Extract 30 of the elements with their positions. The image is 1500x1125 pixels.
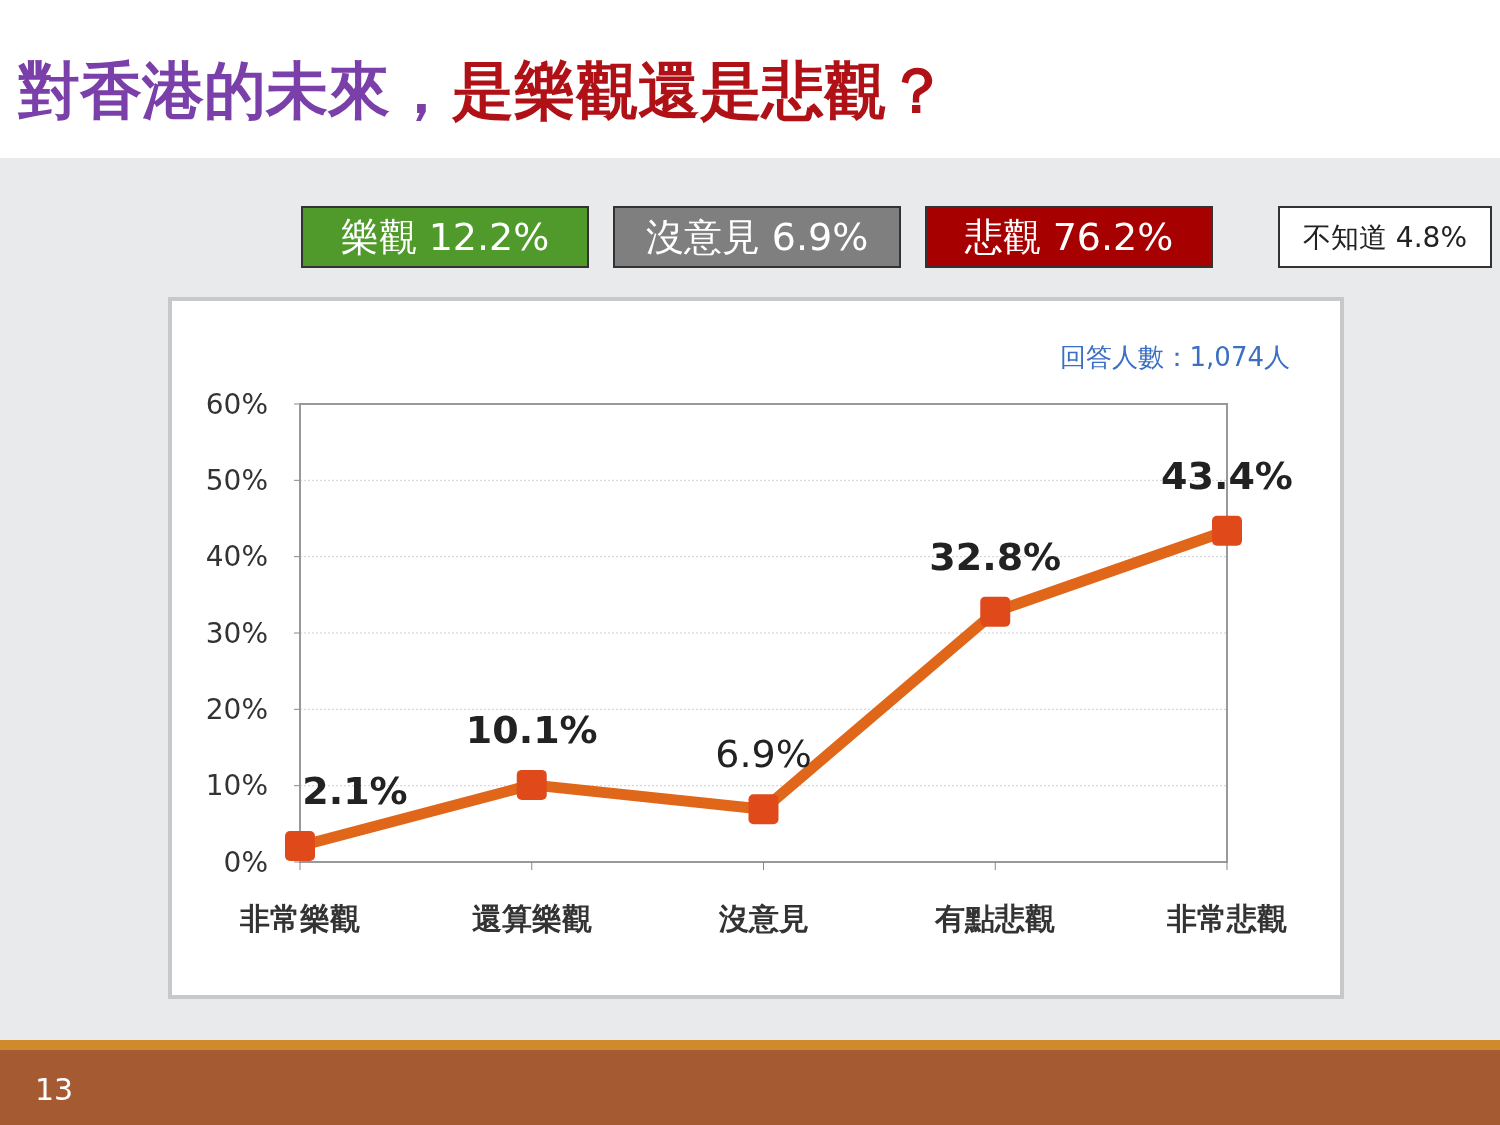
point (980, 596, 1011, 627)
data-label: 6.9% (715, 732, 812, 777)
data-label: 10.1% (465, 707, 598, 752)
point (748, 794, 779, 825)
y-tick-label: 50% (205, 463, 268, 497)
x-tick-label: 還算樂觀 (471, 900, 592, 936)
y-tick-label: 30% (205, 616, 268, 650)
chart-subtitle: 是樂觀還是悲觀？ (451, 54, 948, 127)
point (1212, 515, 1242, 546)
text: 回答人數：1,074人 (1059, 342, 1290, 372)
y-tick-label: 20% (205, 692, 268, 726)
chart-title: 對香港的未來， (17, 54, 452, 127)
y-tick-label: 10% (205, 769, 268, 803)
text: 不知道 4.8% (1302, 220, 1468, 254)
text: 沒意見 6.9% (645, 215, 869, 259)
data-label: 43.4% (1161, 453, 1293, 498)
x-tick-label: 沒意見 (717, 900, 809, 936)
text: 悲觀 76.2% (963, 215, 1174, 259)
point (285, 830, 315, 861)
y-tick-label: 0% (223, 845, 268, 879)
x-tick-label: 非常樂觀 (239, 900, 360, 936)
y-tick-label: 60% (205, 387, 268, 421)
data-label: 32.8% (929, 534, 1062, 579)
text: 樂觀 12.2% (340, 215, 550, 259)
y-tick-label: 40% (205, 540, 268, 574)
x-tick-label: 有點悲觀 (934, 900, 1056, 936)
data-label: 2.1% (302, 768, 408, 813)
text: 13 (35, 1072, 74, 1107)
point (516, 769, 547, 800)
x-tick-label: 非常悲觀 (1166, 900, 1287, 936)
